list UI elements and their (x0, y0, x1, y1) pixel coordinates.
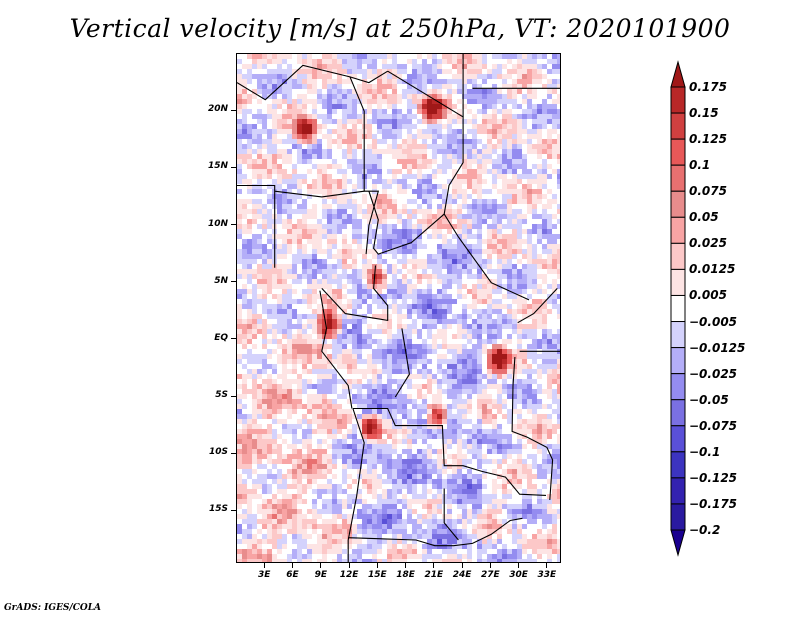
border-line (321, 265, 389, 322)
x-tick (546, 563, 548, 568)
x-tick-label: 15E (367, 570, 387, 580)
y-tick-label: 10S (208, 447, 228, 458)
colorbar-box (670, 268, 686, 296)
colorbar-box (670, 138, 686, 166)
border-line (443, 213, 530, 301)
x-tick-label: 12E (339, 570, 359, 580)
y-tick-label: EQ (214, 332, 228, 343)
x-tick (405, 563, 407, 568)
y-tick-label: 15S (208, 504, 228, 515)
chart-title: Vertical velocity [m/s] at 250hPa, VT: 2… (69, 14, 731, 43)
colorbar-box (670, 242, 686, 270)
colorbar-label: −0.075 (689, 418, 738, 433)
colorbar-box (670, 503, 686, 531)
border-line (237, 64, 388, 101)
vertical-velocity-field (237, 54, 560, 562)
border-line (352, 407, 547, 496)
colorbar-label: −0.2 (689, 523, 721, 537)
colorbar-box (670, 477, 686, 505)
colorbar-label: −0.175 (689, 496, 738, 511)
y-tick (231, 166, 236, 168)
x-tick (376, 563, 378, 568)
colorbar-label: 0.1 (689, 158, 711, 173)
border-line (394, 328, 410, 398)
colorbar-box (670, 112, 686, 140)
y-tick (231, 224, 236, 226)
y-tick-label: 5S (215, 390, 228, 401)
x-tick (263, 563, 265, 568)
y-tick (231, 509, 236, 511)
y-tick (231, 338, 236, 340)
colorbar-box (670, 190, 686, 218)
border-line (443, 488, 459, 541)
border-line (237, 184, 276, 268)
x-tick-label: 3E (258, 570, 271, 580)
x-tick-label: 6E (286, 570, 299, 580)
border-line (349, 76, 380, 255)
border-line (319, 290, 353, 409)
country-borders (237, 54, 560, 562)
border-line (347, 408, 365, 562)
border-line (517, 288, 558, 324)
colorbar-box (670, 164, 686, 192)
colorbar-label: 0.0125 (689, 262, 736, 277)
x-tick (292, 563, 294, 568)
colorbar-label: −0.005 (689, 314, 738, 329)
colorbar-box (670, 294, 686, 323)
x-tick (489, 563, 491, 568)
colorbar-label: −0.0125 (689, 340, 746, 355)
y-tick-label: 20N (207, 104, 228, 115)
x-tick-label: 21E (424, 570, 444, 580)
y-tick-label: 10N (207, 218, 228, 229)
y-tick-label: 15N (207, 161, 228, 172)
border-line (511, 356, 554, 501)
colorbar-label: 0.15 (689, 106, 719, 121)
colorbar-box (670, 373, 686, 401)
y-tick (231, 109, 236, 111)
x-tick (518, 563, 520, 568)
colorbar-label: 0.175 (689, 80, 727, 94)
colorbar-min-arrow (670, 529, 686, 557)
x-tick-label: 9E (314, 570, 327, 580)
x-tick (433, 563, 435, 568)
colorbar-label: −0.1 (689, 444, 721, 459)
x-tick (348, 563, 350, 568)
x-tick-label: 27E (481, 570, 500, 580)
y-tick (231, 452, 236, 454)
border-line (368, 191, 445, 255)
x-tick-label: 30E (509, 570, 528, 580)
colorbar-label: −0.05 (689, 392, 729, 407)
colorbar-max-arrow (670, 60, 686, 88)
x-tick-label: 24E (452, 570, 472, 580)
x-tick (320, 563, 322, 568)
colorbar-box (670, 86, 686, 114)
colorbar-box (670, 399, 686, 427)
y-tick (231, 281, 236, 283)
colorbar-box (670, 347, 686, 375)
colorbar-box (670, 216, 686, 244)
border-line (387, 70, 464, 215)
border-line (274, 190, 365, 198)
border-line (348, 517, 523, 547)
y-tick-label: 5N (214, 275, 228, 286)
colorbar-label: −0.025 (689, 366, 738, 381)
colorbar-box (670, 321, 686, 349)
colorbar-box (670, 425, 686, 453)
y-tick (231, 395, 236, 397)
colorbar-box (670, 451, 686, 479)
x-tick-label: 18E (396, 570, 415, 580)
colorbar-label: −0.125 (689, 470, 738, 485)
colorbar-label: 0.075 (689, 184, 727, 199)
map-plot-area (236, 53, 561, 563)
colorbar-label: 0.05 (689, 210, 719, 225)
grads-credit: GrADS: IGES/COLA (4, 603, 102, 613)
colorbar-label: 0.125 (689, 132, 727, 147)
x-tick-label: 33E (537, 570, 557, 580)
colorbar-label: 0.005 (689, 288, 727, 303)
x-tick (461, 563, 463, 568)
colorbar-label: 0.025 (689, 236, 727, 251)
